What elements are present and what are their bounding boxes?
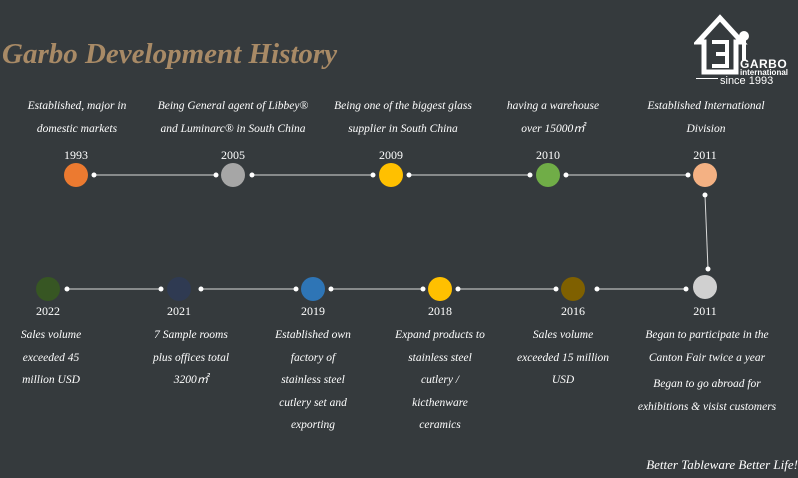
milestone-desc: Began to participate in the Canton Fair t… [637,329,777,413]
page-title: Garbo Development History [2,38,338,70]
timeline-dot [36,277,60,301]
milestone-year: 2011 [693,304,717,318]
timeline-dot [561,277,585,301]
milestone-year: 2021 [167,304,191,318]
timeline-dot [693,163,717,187]
milestone-year: 2016 [561,304,585,318]
milestone-year: 2019 [301,304,325,318]
timeline-dot [64,163,88,187]
milestone-desc: Established International Division [647,100,765,135]
milestone-desc: Established own factory of stainless steel… [275,329,351,431]
milestone-desc: Expand products to stainless steel cutlery… [395,329,485,431]
timeline-dot [379,163,403,187]
timeline-dot [167,277,191,301]
timeline-dot [536,163,560,187]
milestone-desc: having a warehouse over 15000㎡ [506,100,600,135]
logo-rule [696,78,718,79]
timeline-dot [693,275,717,299]
milestone-desc: Being General agent of Libbey® and Lumina… [157,100,309,135]
milestone-desc: Sales volume exceeded 15 million USD [517,329,609,386]
milestone-year: 2011 [693,148,717,162]
milestone-year: 2005 [221,148,245,162]
milestone-desc: Established, major in domestic markets [27,100,127,135]
garbo-logo: GARBO international since 1993 [694,12,798,88]
milestone-year: 2022 [36,304,60,318]
slogan: Better Tableware Better Life! [646,457,798,472]
milestone-year: 2010 [536,148,560,162]
logo-brand-name: GARBO [740,57,788,71]
milestone-year: 2018 [428,304,452,318]
milestone-year: 1993 [64,148,88,162]
milestone-year: 2009 [379,148,403,162]
timeline-dot [301,277,325,301]
logo-since: since 1993 [720,75,774,87]
milestone-desc: 7 Sample rooms plus offices total 3200㎡ [152,329,230,386]
milestone-desc: Sales volume exceeded 45 million USD [20,329,82,386]
timeline-dot [428,277,452,301]
milestone-desc: Being one of the biggest glass supplier i… [334,100,472,135]
house-logo-icon [694,14,749,75]
logo-brand-subtitle: international [740,68,789,77]
timeline-dot [221,163,245,187]
